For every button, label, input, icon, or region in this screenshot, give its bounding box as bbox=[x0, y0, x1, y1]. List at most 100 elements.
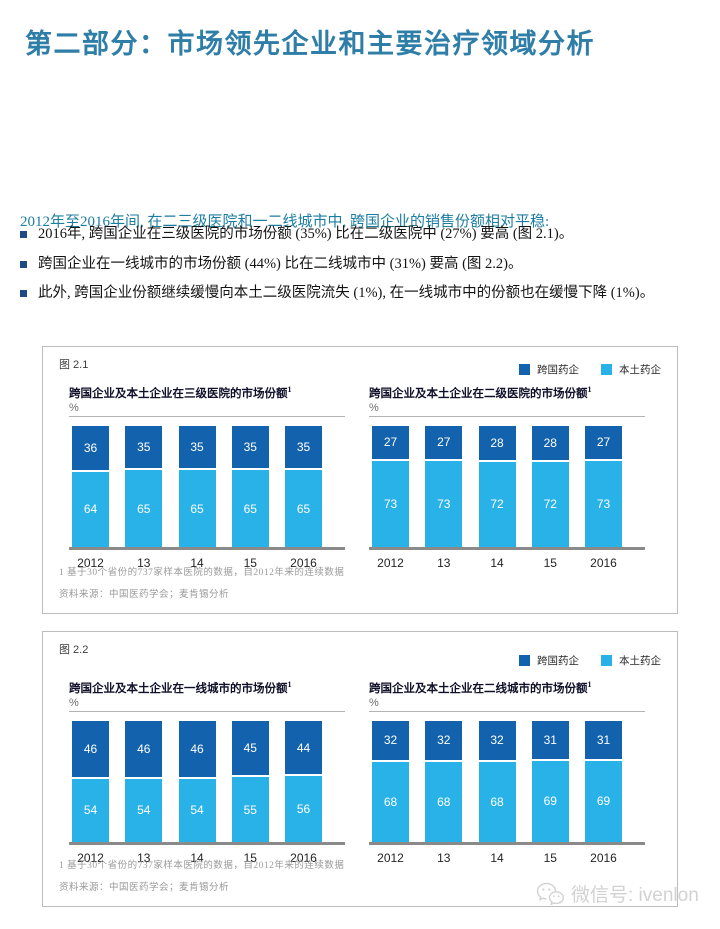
bar-segment-multinational: 35 bbox=[178, 426, 216, 469]
charts-row: 跨国企业及本土企业在三级医院的市场份额1% 36 64 35 65 35 65 35 65 35 6… bbox=[69, 385, 645, 570]
bar-value-label: 55 bbox=[243, 802, 257, 817]
bar-segment-multinational: 46 bbox=[72, 721, 109, 777]
stacked-bar: 27 73 bbox=[425, 426, 463, 547]
legend-item-local: 本土药企 bbox=[601, 653, 661, 668]
bar-value-label: 68 bbox=[490, 794, 504, 809]
x-axis-tick-label: 2016 bbox=[290, 556, 317, 570]
bar-segment-multinational: 27 bbox=[425, 426, 463, 459]
bar-segment-multinational: 27 bbox=[372, 426, 409, 459]
chart-title: 跨国企业及本土企业在二级医院的市场份额1 bbox=[369, 385, 592, 400]
x-axis-tick-label: 14 bbox=[190, 851, 204, 865]
x-axis-tick-label: 15 bbox=[243, 556, 257, 570]
bar-segment-multinational: 46 bbox=[178, 721, 216, 777]
bar-value-label: 44 bbox=[296, 740, 311, 755]
bar-value-label: 68 bbox=[383, 794, 398, 809]
x-axis-line bbox=[69, 842, 345, 845]
x-axis-labels: 2012 13 14 15 2016 bbox=[369, 851, 625, 865]
bar-segment-multinational: 32 bbox=[425, 721, 463, 760]
x-axis-tick-label: 2016 bbox=[590, 556, 617, 570]
stacked-bar: 46 54 bbox=[125, 721, 163, 842]
bar-value-label: 27 bbox=[437, 435, 451, 450]
bar-value-label: 65 bbox=[243, 501, 257, 516]
chart-top-rule bbox=[369, 416, 645, 417]
x-axis-tick-label: 13 bbox=[437, 851, 451, 865]
bar-segment-local: 56 bbox=[285, 774, 322, 842]
bar-value-label: 54 bbox=[83, 803, 98, 818]
figure-label: 图 2.1 bbox=[59, 359, 89, 371]
x-axis-tick-label: 13 bbox=[437, 556, 451, 570]
bar-value-label: 68 bbox=[437, 794, 451, 809]
x-axis-tick-label: 2016 bbox=[290, 851, 317, 865]
bar-value-label: 45 bbox=[243, 741, 257, 756]
bar-value-label: 35 bbox=[137, 440, 151, 455]
bullet-item: 此外, 跨国企业份额继续缓慢向本土二级医院流失 (1%), 在一线城市中的份额也… bbox=[20, 285, 710, 302]
chart-unit-label: % bbox=[69, 402, 79, 414]
legend-label: 本土药企 bbox=[619, 365, 661, 376]
bar-value-label: 69 bbox=[596, 794, 611, 809]
bar-segment-multinational: 35 bbox=[231, 426, 269, 469]
figure-footnotes: 1 基于30个省份的737家样本医院的数据，自2012年来的连续数据 资料来源：… bbox=[59, 556, 344, 600]
x-axis-tick-label: 14 bbox=[490, 851, 504, 865]
x-axis-tick-label: 15 bbox=[243, 851, 257, 865]
source-line: 资料来源：中国医药学会；麦肯锡分析 bbox=[59, 883, 230, 893]
bullet-list: 2016年, 跨国企业在三级医院的市场份额 (35%) 比在二级医院中 (27%… bbox=[20, 226, 710, 315]
stacked-bar: 35 65 bbox=[178, 426, 216, 547]
legend: 跨国药企 本土药企 bbox=[519, 653, 661, 668]
x-axis-line bbox=[369, 842, 645, 845]
bar-value-label: 69 bbox=[543, 794, 557, 809]
chart-title: 跨国企业及本土企业在三级医院的市场份额1 bbox=[69, 385, 292, 400]
bar-segment-local: 55 bbox=[231, 775, 269, 842]
stacked-bar: 27 73 bbox=[585, 426, 622, 547]
bar-segment-local: 73 bbox=[425, 458, 463, 547]
x-axis-tick-label: 14 bbox=[190, 556, 204, 570]
chart-unit-label: % bbox=[369, 402, 379, 414]
bar-value-label: 65 bbox=[296, 501, 311, 516]
chart-tier1-cities: 跨国企业及本土企业在一线城市的市场份额1% 46 54 46 54 46 54 45 55 44 5… bbox=[69, 680, 345, 865]
bar-value-label: 31 bbox=[543, 732, 557, 747]
wechat-icon bbox=[536, 882, 565, 906]
stacked-bar: 35 65 bbox=[125, 426, 163, 547]
x-axis-line bbox=[69, 547, 345, 550]
bar-segment-multinational: 44 bbox=[285, 721, 322, 775]
chart-title: 跨国企业及本土企业在一线城市的市场份额1 bbox=[69, 680, 292, 695]
bar-value-label: 73 bbox=[437, 496, 451, 511]
chart-tier3-hospitals: 跨国企业及本土企业在三级医院的市场份额1% 36 64 35 65 35 65 35 65 35 6… bbox=[69, 385, 345, 570]
stacked-bar: 35 65 bbox=[285, 426, 322, 547]
stacked-bar: 45 55 bbox=[231, 721, 269, 842]
bullet-text: 2016年, 跨国企业在三级医院的市场份额 (35%) 比在二级医院中 (27%… bbox=[38, 226, 574, 242]
bullet-text: 跨国企业在一线城市的市场份额 (44%) 比在二线城市中 (31%) 要高 (图… bbox=[38, 255, 523, 272]
bar-segment-local: 64 bbox=[72, 469, 109, 547]
footnote-line: 1 基于30个省份的737家样本医院的数据，自2012年来的连续数据 bbox=[59, 861, 345, 871]
legend-label: 本土药企 bbox=[619, 656, 661, 667]
legend-label: 跨国药企 bbox=[537, 365, 579, 376]
stacked-bar: 35 65 bbox=[231, 426, 269, 547]
bar-value-label: 54 bbox=[190, 803, 204, 818]
x-axis-labels: 2012 13 14 15 2016 bbox=[69, 556, 325, 570]
chart-unit-label: % bbox=[369, 697, 379, 709]
legend-swatch-local bbox=[601, 364, 612, 375]
bar-segment-multinational: 32 bbox=[372, 721, 409, 760]
x-axis-tick-label: 2012 bbox=[77, 556, 104, 570]
footnote-line: 1 基于30个省份的737家样本医院的数据，自2012年来的连续数据 bbox=[59, 568, 345, 578]
legend-swatch-local bbox=[601, 655, 612, 666]
legend: 跨国药企 本土药企 bbox=[519, 362, 661, 377]
bar-segment-local: 72 bbox=[478, 459, 516, 547]
chart-title-footnote-ref: 1 bbox=[587, 680, 592, 689]
bar-segment-multinational: 31 bbox=[585, 721, 622, 759]
chart-title-footnote-ref: 1 bbox=[287, 385, 292, 394]
bar-value-label: 31 bbox=[596, 732, 611, 747]
bar-segment-multinational: 31 bbox=[531, 721, 569, 759]
bar-segment-local: 65 bbox=[178, 468, 216, 547]
bar-value-label: 28 bbox=[490, 435, 504, 450]
x-axis-line bbox=[369, 547, 645, 550]
bar-segment-multinational: 28 bbox=[478, 426, 516, 460]
stacked-bar: 46 54 bbox=[72, 721, 109, 842]
stacked-bar: 31 69 bbox=[531, 721, 569, 842]
stacked-bar: 27 73 bbox=[372, 426, 409, 547]
bar-value-label: 65 bbox=[137, 501, 151, 516]
bar-segment-local: 65 bbox=[231, 468, 269, 547]
x-axis-labels: 2012 13 14 15 2016 bbox=[369, 556, 625, 570]
bar-value-label: 56 bbox=[296, 802, 311, 817]
x-axis-labels: 2012 13 14 15 2016 bbox=[69, 851, 325, 865]
